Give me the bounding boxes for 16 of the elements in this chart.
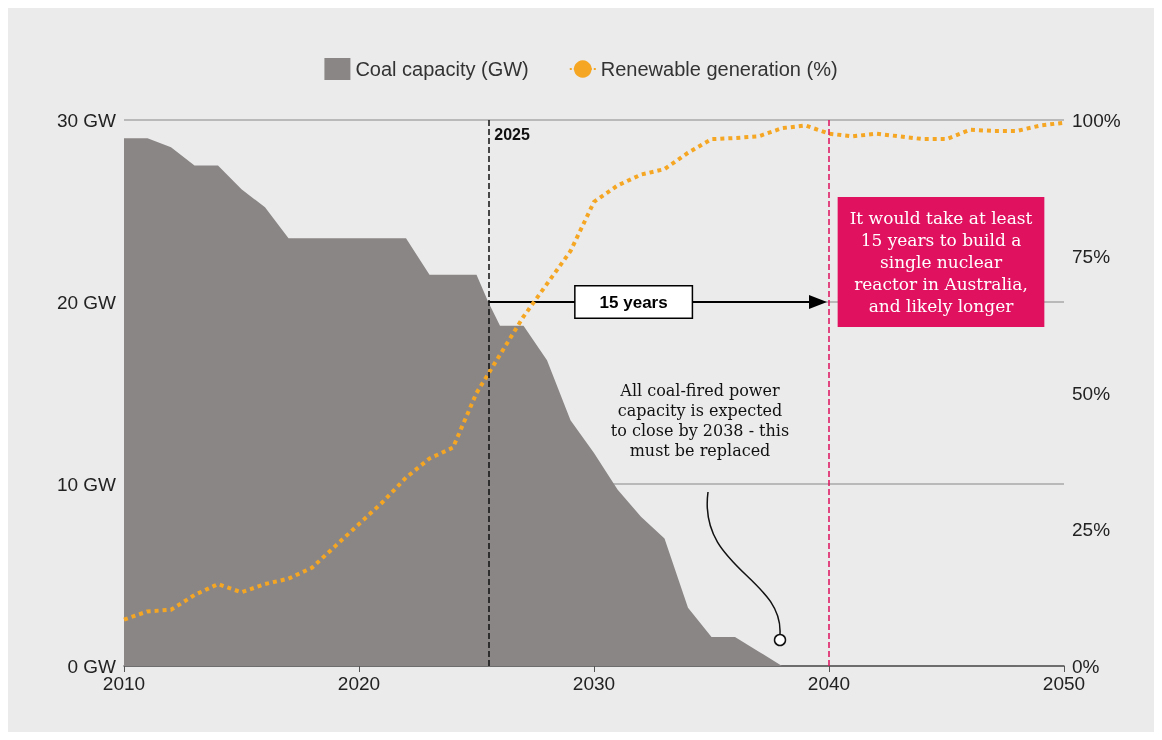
ref-line-label: 2025: [494, 125, 530, 143]
x-tick-label: 2030: [572, 673, 616, 694]
y2-tick-label: 25%: [1072, 519, 1111, 540]
y-tick-label: 30 GW: [56, 109, 117, 131]
y2-tick-label: 75%: [1072, 246, 1111, 267]
y2-tick-label: 100%: [1072, 109, 1121, 131]
annotation: It would take at least 15 years to build a single nuclear reactor in Australia, and likely longer: [849, 207, 1033, 316]
x-tick-label: 2040: [807, 673, 851, 694]
annotation: 15 years: [599, 292, 668, 312]
legend-label: Renewable generation (%): [600, 58, 838, 80]
y-tick-label: 20 GW: [56, 291, 117, 313]
annotation: All coal-fired power capacity is expected to close by 2038 - this must be replaced: [610, 380, 790, 460]
legend-label: Coal capacity (GW): [355, 58, 529, 80]
y-tick-label: 10 GW: [56, 473, 117, 495]
y2-tick-label: 50%: [1072, 382, 1111, 404]
x-tick-label: 2020: [337, 673, 381, 694]
